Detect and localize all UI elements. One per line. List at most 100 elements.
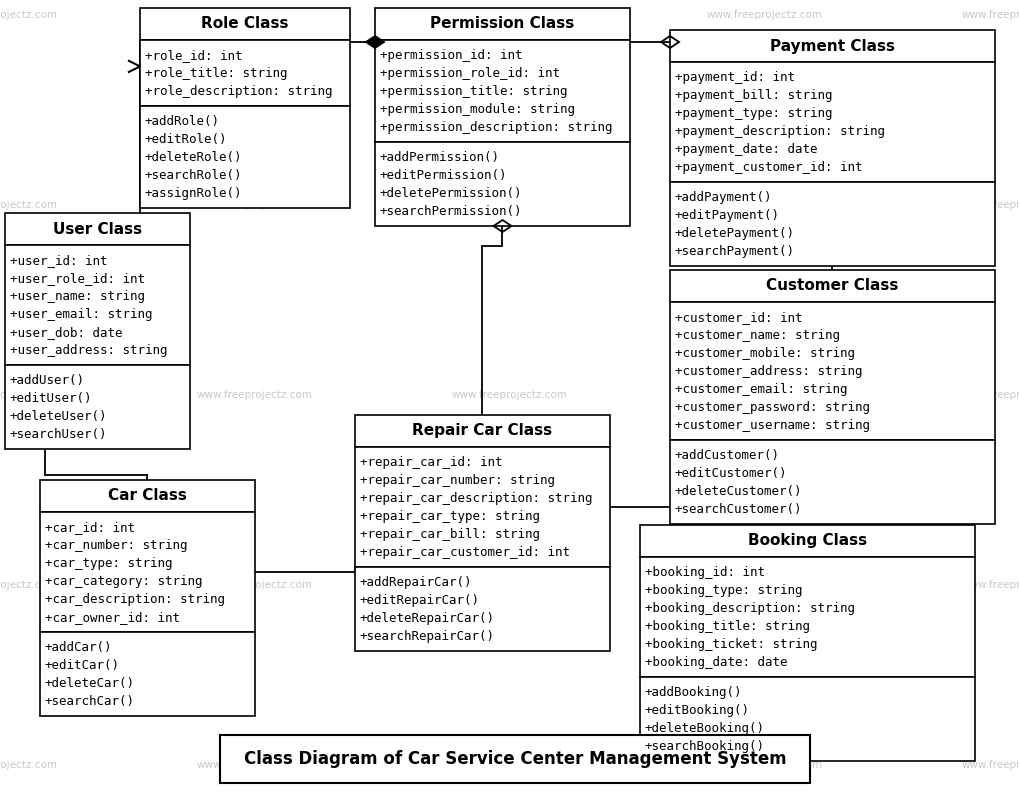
Text: +car_description: string: +car_description: string <box>45 593 225 607</box>
Bar <box>639 677 974 761</box>
Text: +deleteBooking(): +deleteBooking() <box>644 722 764 736</box>
Text: www.freeprojectz.com: www.freeprojectz.com <box>451 390 568 400</box>
Text: +payment_id: int: +payment_id: int <box>675 71 794 85</box>
Bar <box>355 447 609 567</box>
Bar <box>5 213 190 245</box>
Text: +assignRole(): +assignRole() <box>145 188 243 200</box>
Text: User Class: User Class <box>53 222 142 237</box>
Text: +repair_car_description: string: +repair_car_description: string <box>360 493 592 505</box>
Text: Car Class: Car Class <box>108 489 186 504</box>
Text: +car_owner_id: int: +car_owner_id: int <box>45 611 179 624</box>
Text: +deleteUser(): +deleteUser() <box>10 410 107 424</box>
Text: +editCustomer(): +editCustomer() <box>675 467 787 481</box>
Text: www.freeprojectz.com: www.freeprojectz.com <box>0 200 58 210</box>
Text: +repair_car_customer_id: int: +repair_car_customer_id: int <box>360 546 570 559</box>
Text: +permission_id: int: +permission_id: int <box>380 49 522 63</box>
Bar <box>669 62 994 182</box>
Text: +permission_title: string: +permission_title: string <box>380 86 567 98</box>
Text: +editRepairCar(): +editRepairCar() <box>360 595 480 607</box>
Text: +customer_id: int: +customer_id: int <box>675 311 802 325</box>
Text: +deleteCar(): +deleteCar() <box>45 677 135 691</box>
Text: +editUser(): +editUser() <box>10 392 93 406</box>
Text: +repair_car_id: int: +repair_car_id: int <box>360 456 502 470</box>
Text: +booking_id: int: +booking_id: int <box>644 566 764 580</box>
Text: www.freeprojectz.com: www.freeprojectz.com <box>706 580 822 590</box>
Text: +car_number: string: +car_number: string <box>45 539 187 552</box>
Text: Permission Class: Permission Class <box>430 17 574 32</box>
Text: +searchPayment(): +searchPayment() <box>675 246 794 258</box>
Text: www.freeprojectz.com: www.freeprojectz.com <box>451 200 568 210</box>
Bar <box>40 480 255 512</box>
Text: +user_dob: date: +user_dob: date <box>10 326 122 340</box>
Text: +addCustomer(): +addCustomer() <box>675 449 780 463</box>
Bar <box>669 440 994 524</box>
Text: +searchUser(): +searchUser() <box>10 428 107 441</box>
Text: +searchRole(): +searchRole() <box>145 169 243 182</box>
Bar <box>40 632 255 716</box>
Text: +searchPermission(): +searchPermission() <box>380 205 522 219</box>
Text: +searchBooking(): +searchBooking() <box>644 741 764 753</box>
Text: +searchCar(): +searchCar() <box>45 695 135 708</box>
Text: +editCar(): +editCar() <box>45 660 120 672</box>
Text: +addPermission(): +addPermission() <box>380 151 499 165</box>
Text: +booking_title: string: +booking_title: string <box>644 620 809 634</box>
Text: www.freeprojectz.com: www.freeprojectz.com <box>961 760 1019 770</box>
Text: +payment_date: date: +payment_date: date <box>675 143 816 156</box>
Text: www.freeprojectz.com: www.freeprojectz.com <box>961 200 1019 210</box>
Bar <box>669 182 994 266</box>
Bar <box>639 557 974 677</box>
Text: +searchCustomer(): +searchCustomer() <box>675 504 802 516</box>
Text: Booking Class: Booking Class <box>747 534 866 549</box>
Text: www.freeprojectz.com: www.freeprojectz.com <box>706 760 822 770</box>
Text: www.freeprojectz.com: www.freeprojectz.com <box>0 580 58 590</box>
Text: www.freeprojectz.com: www.freeprojectz.com <box>0 10 58 20</box>
Text: +addBooking(): +addBooking() <box>644 687 742 699</box>
Text: +addCar(): +addCar() <box>45 642 112 654</box>
Text: +editRole(): +editRole() <box>145 133 227 147</box>
Text: www.freeprojectz.com: www.freeprojectz.com <box>706 200 822 210</box>
Bar <box>639 525 974 557</box>
Text: +permission_role_id: int: +permission_role_id: int <box>380 67 559 81</box>
Text: www.freeprojectz.com: www.freeprojectz.com <box>961 390 1019 400</box>
Text: +role_title: string: +role_title: string <box>145 67 287 81</box>
Text: +deleteRole(): +deleteRole() <box>145 151 243 165</box>
Text: www.freeprojectz.com: www.freeprojectz.com <box>706 10 822 20</box>
Bar <box>375 40 630 142</box>
Text: +addRole(): +addRole() <box>145 116 220 128</box>
Text: www.freeprojectz.com: www.freeprojectz.com <box>197 10 313 20</box>
Text: +repair_car_type: string: +repair_car_type: string <box>360 510 539 524</box>
Text: +booking_description: string: +booking_description: string <box>644 603 854 615</box>
Bar <box>5 245 190 365</box>
Text: www.freeprojectz.com: www.freeprojectz.com <box>197 200 313 210</box>
Text: +editBooking(): +editBooking() <box>644 704 749 718</box>
Bar <box>669 30 994 62</box>
Text: +deletePermission(): +deletePermission() <box>380 188 522 200</box>
Bar <box>669 270 994 302</box>
Text: www.freeprojectz.com: www.freeprojectz.com <box>961 580 1019 590</box>
Text: +addPayment(): +addPayment() <box>675 192 771 204</box>
Text: +user_address: string: +user_address: string <box>10 345 167 357</box>
Text: Payment Class: Payment Class <box>769 39 894 54</box>
Bar <box>375 8 630 40</box>
Text: www.freeprojectz.com: www.freeprojectz.com <box>197 390 313 400</box>
Text: +permission_module: string: +permission_module: string <box>380 104 575 116</box>
Text: +customer_name: string: +customer_name: string <box>675 329 840 342</box>
Text: +payment_type: string: +payment_type: string <box>675 108 832 120</box>
Text: +user_email: string: +user_email: string <box>10 308 153 322</box>
Text: +customer_password: string: +customer_password: string <box>675 402 869 414</box>
Text: +repair_car_number: string: +repair_car_number: string <box>360 474 554 487</box>
Text: www.freeprojectz.com: www.freeprojectz.com <box>197 580 313 590</box>
Bar <box>5 365 190 449</box>
Text: +deletePayment(): +deletePayment() <box>675 227 794 241</box>
Text: www.freeprojectz.com: www.freeprojectz.com <box>0 390 58 400</box>
Text: www.freeprojectz.com: www.freeprojectz.com <box>706 390 822 400</box>
Text: +booking_type: string: +booking_type: string <box>644 584 802 597</box>
Text: +role_description: string: +role_description: string <box>145 86 332 98</box>
Bar <box>140 106 350 208</box>
Bar <box>669 302 994 440</box>
Text: +user_role_id: int: +user_role_id: int <box>10 272 145 285</box>
Text: www.freeprojectz.com: www.freeprojectz.com <box>197 760 313 770</box>
Text: +editPermission(): +editPermission() <box>380 169 507 182</box>
Text: Role Class: Role Class <box>201 17 288 32</box>
Bar <box>40 512 255 632</box>
